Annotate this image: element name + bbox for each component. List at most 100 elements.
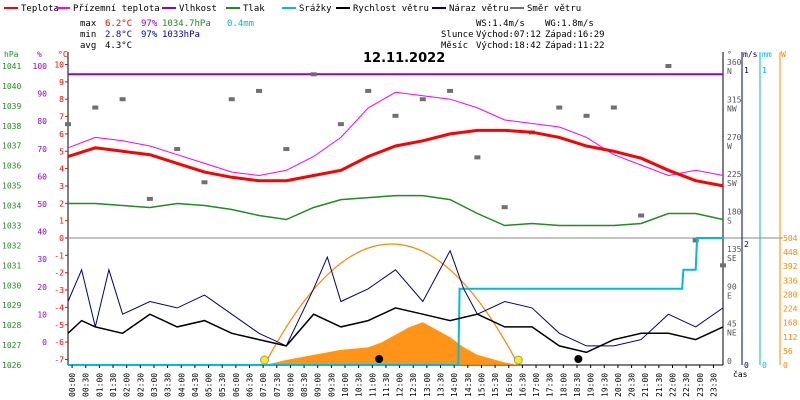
x-tick-label: 04:00 bbox=[177, 373, 186, 397]
x-tick-label: 00:30 bbox=[82, 373, 91, 397]
dir-name-label: N bbox=[727, 67, 732, 76]
press-tick-label: 1029 bbox=[2, 301, 21, 310]
x-tick-label: 02:00 bbox=[123, 373, 132, 397]
x-tick-label: 07:30 bbox=[273, 373, 282, 397]
x-tick-label: 17:00 bbox=[532, 373, 541, 397]
press-tick-label: 1031 bbox=[2, 261, 21, 270]
hum-tick-label: 100 bbox=[33, 62, 48, 71]
legend-label: Rychlost větru bbox=[353, 4, 429, 14]
x-tick-label: 14:30 bbox=[464, 373, 473, 397]
wind-direction-point bbox=[392, 113, 399, 118]
hum-tick-label: 30 bbox=[37, 255, 47, 264]
dir-name-label: NW bbox=[727, 104, 737, 113]
sunset-marker bbox=[513, 355, 523, 365]
hum-tick-label: 20 bbox=[37, 283, 47, 292]
hum-tick-label: 80 bbox=[37, 117, 47, 126]
x-tick-label: 04:30 bbox=[191, 373, 200, 397]
ground-temp-line bbox=[67, 91, 724, 177]
press-tick-label: 1036 bbox=[2, 162, 21, 171]
x-tick-label: 11:30 bbox=[382, 373, 391, 397]
wind-direction-point bbox=[174, 147, 181, 152]
wind-direction-point bbox=[692, 238, 699, 243]
dir-tick-label: 45 bbox=[727, 320, 737, 329]
x-tick-label: 19:00 bbox=[587, 373, 596, 397]
solar-tick-label: 336 bbox=[783, 276, 798, 285]
pressure-line bbox=[68, 194, 724, 227]
rain-line bbox=[68, 237, 723, 366]
x-tick-label: 14:00 bbox=[450, 373, 459, 397]
wind-direction-point bbox=[283, 147, 290, 152]
dir-unit: ° bbox=[727, 50, 732, 59]
x-tick-label: 16:30 bbox=[518, 373, 527, 397]
solar-tick-label: 504 bbox=[783, 234, 798, 243]
x-tick-label: 20:30 bbox=[628, 373, 637, 397]
solar-tick-label: 392 bbox=[783, 262, 798, 271]
press-tick-label: 1026 bbox=[2, 361, 21, 370]
temp-tick-label: 8 bbox=[59, 95, 64, 104]
wind-direction-point bbox=[365, 88, 372, 93]
x-tick-label: 22:00 bbox=[669, 373, 678, 397]
dir-name-label: SW bbox=[727, 179, 737, 188]
x-tick-label: 23:00 bbox=[696, 373, 705, 397]
temp-tick-label: 2 bbox=[59, 199, 64, 208]
wind-direction-point bbox=[419, 97, 426, 102]
wind-direction-point bbox=[610, 105, 617, 110]
speed-tick-label: 1 bbox=[744, 66, 749, 75]
wind-direction-point bbox=[665, 64, 672, 68]
x-tick-label: 03:00 bbox=[150, 373, 159, 397]
stats-max-temp: 6.2°C bbox=[105, 19, 132, 29]
dir-tick-label: 360 bbox=[727, 58, 742, 67]
wind-direction-point bbox=[201, 180, 208, 185]
x-tick-label: 10:30 bbox=[355, 373, 364, 397]
moon-rise: Východ:18:42 bbox=[476, 41, 541, 51]
solar-tick-label: 280 bbox=[783, 290, 798, 299]
rain-unit: mm bbox=[762, 50, 772, 59]
plot-area bbox=[65, 64, 726, 366]
x-tick-label: 11:00 bbox=[368, 373, 377, 397]
solar-tick-label: 168 bbox=[783, 319, 798, 328]
wind-direction-point bbox=[447, 88, 454, 93]
temp-unit: °C bbox=[58, 50, 68, 59]
moonset-marker bbox=[375, 355, 384, 363]
x-tick-label: 08:00 bbox=[286, 373, 295, 397]
x-tick-label: 15:00 bbox=[477, 373, 486, 397]
wind-direction-point bbox=[337, 122, 344, 127]
solar-tick-label: 448 bbox=[783, 248, 798, 257]
sun-arc bbox=[263, 243, 519, 366]
x-tick-label: 22:30 bbox=[682, 373, 691, 397]
x-tick-label: 15:30 bbox=[491, 373, 500, 397]
x-tick-label: 13:30 bbox=[437, 373, 446, 397]
x-tick-label: 10:00 bbox=[341, 373, 350, 397]
sun-set: Západ:16:29 bbox=[545, 30, 605, 40]
dir-tick-label: 315 bbox=[727, 95, 742, 104]
press-tick-label: 1033 bbox=[2, 221, 21, 230]
dir-name-label: W bbox=[727, 142, 732, 151]
press-tick-label: 1038 bbox=[2, 122, 21, 131]
x-tick-label: 18:30 bbox=[573, 373, 582, 397]
wind-direction-point bbox=[119, 97, 126, 102]
press-tick-label: 1028 bbox=[2, 321, 21, 330]
stats-max-hum: 97% bbox=[141, 19, 158, 29]
solar-tick-label: 0 bbox=[783, 361, 788, 370]
temp-tick-label: 7 bbox=[59, 113, 64, 122]
moon-set: Západ:11:22 bbox=[545, 41, 605, 51]
press-tick-label: 1027 bbox=[2, 341, 21, 350]
temp-tick-label: 6 bbox=[59, 130, 64, 139]
hum-tick-label: 90 bbox=[37, 90, 47, 99]
temp-tick-label: -1 bbox=[54, 251, 64, 260]
x-axis-labels: 00:00 00:30 01:00 01:30 02:00 02:30 03:00 03:30… bbox=[68, 365, 718, 397]
stats-min-hum: 97% bbox=[141, 30, 158, 40]
solar-area bbox=[264, 322, 519, 365]
x-tick-label: 19:30 bbox=[600, 373, 609, 397]
dir-tick-label: 135 bbox=[727, 245, 742, 254]
wind-direction-point bbox=[474, 155, 481, 160]
wind-direction-point bbox=[556, 105, 563, 110]
speed-tick-label: 0 bbox=[744, 361, 749, 370]
sun-rise: Východ:07:12 bbox=[476, 30, 541, 40]
dir-name-label: SE bbox=[727, 254, 737, 263]
press-unit: hPa bbox=[4, 50, 19, 59]
dir-tick-label: 0 bbox=[727, 357, 732, 366]
dir-name-label: NE bbox=[727, 329, 737, 338]
chart-title: 12.11.2022 bbox=[363, 51, 445, 66]
